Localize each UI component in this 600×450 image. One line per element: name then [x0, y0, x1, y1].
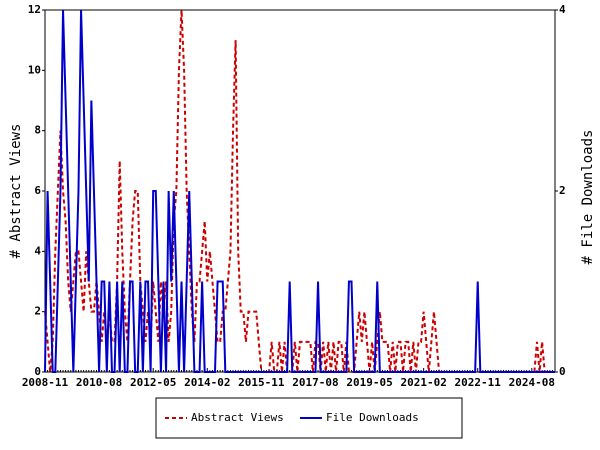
y-tick-label: 10 — [28, 63, 41, 76]
y-tick-label: 4 — [34, 244, 41, 257]
x-tick-label: 2022-11 — [455, 376, 502, 389]
x-tick-label: 2017-08 — [292, 376, 338, 389]
x-tick-label: 2024-08 — [509, 376, 555, 389]
y-tick-label: 12 — [28, 3, 41, 16]
x-tick-label: 2021-02 — [400, 376, 446, 389]
x-tick-label: 2015-11 — [238, 376, 285, 389]
y2-tick-label: 0 — [559, 365, 566, 378]
x-tick-label: 2014-02 — [184, 376, 230, 389]
legend-label: File Downloads — [326, 411, 419, 424]
legend-box — [155, 397, 463, 439]
x-tick-label: 2012-05 — [130, 376, 176, 389]
y-tick-label: 8 — [34, 124, 41, 137]
x-tick-label: 2010-08 — [76, 376, 122, 389]
legend-label: Abstract Views — [191, 411, 284, 424]
y-tick-label: 6 — [34, 184, 41, 197]
x-tick-label: 2008-11 — [22, 376, 69, 389]
y-axis-label: # Abstract Views — [8, 124, 24, 259]
y-tick-label: 0 — [34, 365, 41, 378]
y2-axis-label: # File Downloads — [580, 130, 596, 265]
x-tick-label: 2019-05 — [346, 376, 392, 389]
y2-tick-label: 4 — [559, 3, 566, 16]
y2-tick-label: 2 — [559, 184, 566, 197]
series-line — [44, 9, 555, 373]
y-tick-label: 2 — [34, 305, 41, 318]
